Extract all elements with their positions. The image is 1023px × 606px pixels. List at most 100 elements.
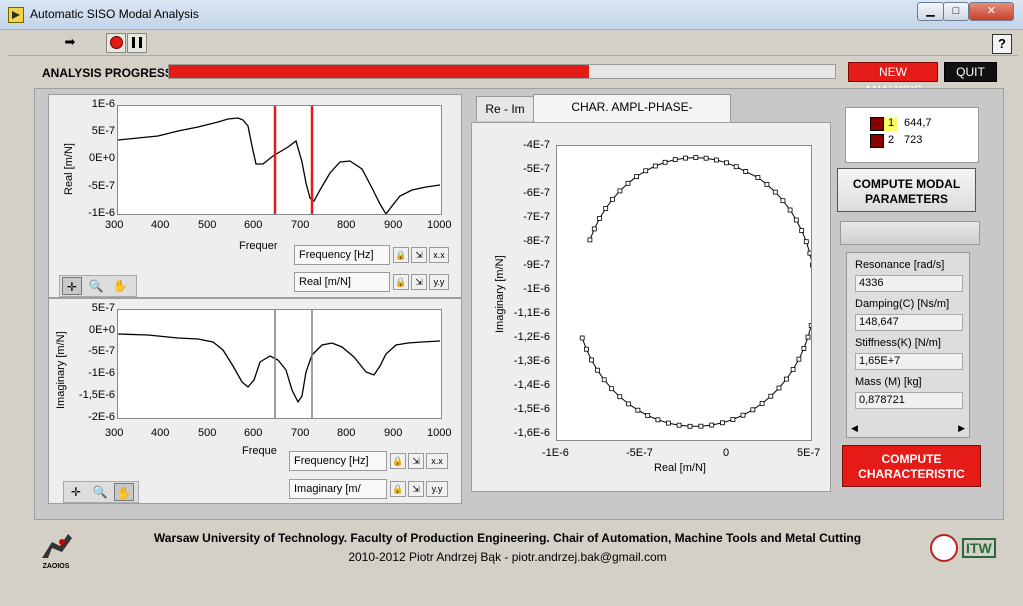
y-autoscale-icon[interactable]: ⇲: [411, 274, 427, 290]
nyq-yticks: -4E-7 -5E-7 -6E-7 -7E-7 -8E-7 -9E-7 -1E-6 -1,1E…: [502, 139, 550, 439]
y-format-icon[interactable]: y.y: [426, 481, 448, 497]
x-format-icon[interactable]: x.x: [429, 247, 449, 263]
nyquist-point: [796, 356, 802, 362]
nyquist-point: [703, 155, 709, 161]
nyquist-point: [780, 198, 786, 204]
real-ytick: 1E-6: [91, 98, 115, 110]
title-bar: [0, 0, 1023, 30]
nyquist-point: [583, 346, 589, 352]
help-button[interactable]: ?: [992, 34, 1012, 54]
real-curve: [118, 117, 441, 214]
nyquist-plot-area: [556, 145, 812, 441]
progress-bar: [168, 64, 836, 79]
y-autoscale-icon[interactable]: ⇲: [408, 481, 424, 497]
new-analysis-button[interactable]: NEW ANALYSIS: [848, 62, 938, 97]
imag-legend-x[interactable]: Frequency [Hz]: [289, 451, 387, 471]
zoom-icon[interactable]: 🔍: [88, 279, 104, 293]
scroll-left-icon[interactable]: ◀: [851, 423, 858, 433]
pan-hand-icon[interactable]: ✋: [112, 279, 128, 293]
pan-hand-icon[interactable]: ✋: [114, 483, 134, 501]
robot-arm-icon: [42, 534, 72, 558]
imag-xtick: 500: [198, 427, 217, 439]
nyq-ytick: -7E-7: [523, 211, 550, 223]
compute-char-label-2: CHARACTERISTIC: [858, 467, 965, 481]
imag-xlabel: Freque: [242, 445, 277, 457]
imag-xtick: 800: [337, 427, 356, 439]
nyquist-point: [723, 160, 729, 166]
real-legend-x[interactable]: Frequency [Hz]: [294, 245, 390, 265]
cursor-list-panel: 1 644,7 2 723: [845, 107, 979, 163]
nyq-ytick: -1,3E-6: [513, 355, 550, 367]
x-autoscale-icon[interactable]: ⇲: [411, 247, 427, 263]
imag-xticks: 300 400 500 600 700 800 900 1000: [105, 427, 459, 441]
pause-button[interactable]: [127, 33, 147, 53]
nyquist-point: [807, 250, 811, 256]
real-legend-y[interactable]: Real [m/N]: [294, 272, 390, 292]
real-ytick: 5E-7: [91, 125, 115, 137]
abort-button[interactable]: [106, 33, 126, 53]
nyquist-point: [709, 422, 715, 428]
y-format-icon[interactable]: y.y: [429, 274, 449, 290]
tab-re-im[interactable]: Re - Im: [476, 96, 534, 121]
compute-modal-label-2: PARAMETERS: [864, 192, 949, 206]
lock-icon[interactable]: 🔒: [390, 453, 406, 469]
imag-legend-y[interactable]: Imaginary [m/: [289, 479, 387, 499]
imag-xtick: 700: [291, 427, 310, 439]
cursor-list-item-2[interactable]: 2 723: [848, 133, 976, 151]
lock-icon[interactable]: 🔒: [390, 481, 406, 497]
cursor-value: 644,7: [904, 117, 932, 129]
nyquist-point: [810, 262, 811, 268]
imag-yticks: 5E-7 0E+0 -5E-7 -1E-6 -1,5E-6 -2E-6: [65, 302, 115, 423]
progress-label: ANALYSIS PROGRESS: [42, 66, 173, 80]
real-xtick: 1000: [427, 219, 452, 231]
nyquist-point: [772, 189, 778, 195]
nyquist-point: [587, 237, 593, 243]
close-button[interactable]: ✕: [969, 2, 1014, 21]
nyq-ytick: -1E-6: [523, 283, 550, 295]
nyquist-point: [805, 334, 811, 340]
minimize-button[interactable]: ▁: [917, 2, 944, 21]
nyquist-point: [733, 164, 739, 170]
stiffness-value: 1,65E+7: [855, 353, 963, 370]
run-arrow-icon[interactable]: ➡: [64, 34, 76, 49]
nyq-ytick: -1,1E-6: [513, 307, 550, 319]
nyquist-point: [591, 226, 597, 232]
university-seal-icon: [930, 534, 958, 562]
imag-plot-area: [117, 309, 442, 419]
nyquist-point: [666, 420, 671, 426]
quit-button[interactable]: QUIT: [944, 62, 997, 82]
resonance-label: Resonance [rad/s]: [855, 259, 945, 271]
mass-value: 0,878721: [855, 392, 963, 409]
imag-ytick: -1E-6: [88, 367, 115, 379]
cursor-list-item-1[interactable]: 1 644,7: [848, 116, 976, 134]
real-xtick: 500: [198, 219, 217, 231]
tab-char-ampl-phase-frequency[interactable]: CHAR. AMPL-PHASE-FREQUENCY: [533, 94, 731, 138]
damping-value: 148,647: [855, 314, 963, 331]
maximize-button[interactable]: □: [943, 2, 969, 21]
nyquist-point: [698, 423, 704, 429]
window-title: Automatic SISO Modal Analysis: [30, 7, 199, 21]
nyquist-point: [645, 413, 651, 418]
stiffness-label: Stiffness(K) [N/m]: [855, 337, 941, 349]
real-xtick: 700: [291, 219, 310, 231]
lock-icon[interactable]: 🔒: [393, 247, 409, 263]
zoom-icon[interactable]: 🔍: [92, 485, 108, 499]
crosshair-icon[interactable]: ✛: [70, 485, 82, 499]
nyquist-point: [799, 228, 805, 233]
footer-institution: Warsaw University of Technology. Faculty…: [153, 531, 862, 545]
nyquist-point: [597, 216, 602, 221]
results-scrollbar[interactable]: ◀ ▶: [851, 423, 965, 435]
x-format-icon[interactable]: x.x: [426, 453, 448, 469]
nyquist-point: [713, 157, 719, 163]
nyq-xticks: -1E-6 -5E-7 0 5E-7: [542, 447, 832, 461]
nyquist-point: [790, 367, 796, 372]
compute-characteristic-button[interactable]: COMPUTE CHARACTERISTIC: [842, 445, 981, 487]
compute-modal-parameters-button[interactable]: COMPUTE MODAL PARAMETERS: [837, 168, 976, 212]
nyquist-point: [683, 155, 688, 161]
lock-icon[interactable]: 🔒: [393, 274, 409, 290]
scroll-right-icon[interactable]: ▶: [958, 423, 965, 433]
real-xtick: 800: [337, 219, 356, 231]
crosshair-icon[interactable]: ✛: [62, 277, 82, 295]
x-autoscale-icon[interactable]: ⇲: [408, 453, 424, 469]
nyq-xtick: 5E-7: [797, 447, 821, 459]
